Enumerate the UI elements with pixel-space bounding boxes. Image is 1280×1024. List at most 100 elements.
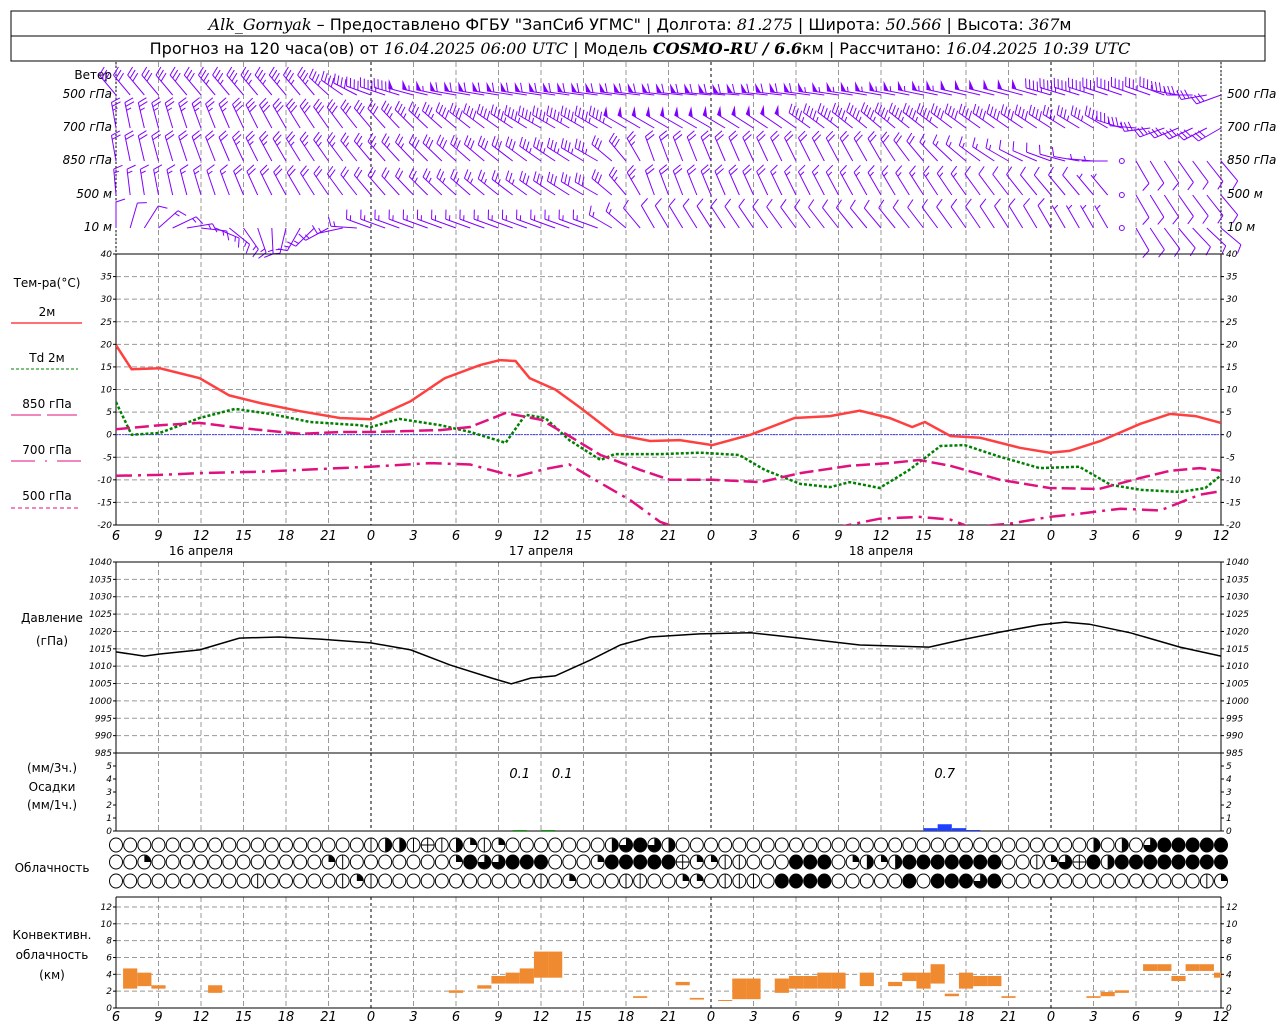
- cloud-symbol: [732, 837, 747, 853]
- barb-shaft: [631, 114, 655, 129]
- wind-barb: [702, 105, 726, 129]
- barb-shaft: [997, 87, 1023, 96]
- cloud-circle: [321, 873, 336, 889]
- barb-full: [795, 108, 799, 118]
- barb-full: [1142, 217, 1150, 225]
- cloud-symbol: [406, 854, 421, 870]
- barb-full: [444, 109, 450, 120]
- barb-full: [158, 205, 168, 209]
- barb-shaft: [1070, 114, 1094, 129]
- barb-flag: [869, 81, 875, 92]
- wind-barb: [286, 98, 301, 129]
- barb-shaft: [972, 112, 995, 129]
- cloud-symbol: [888, 837, 903, 853]
- barb-full: [383, 103, 390, 113]
- cloud-symbol: [916, 837, 931, 853]
- wind-barb: [811, 130, 825, 162]
- cloud-circle: [590, 837, 605, 853]
- barb-shaft: [874, 111, 896, 129]
- barb-full: [463, 103, 467, 113]
- hour-label: 0: [707, 529, 715, 544]
- barb-full: [813, 134, 822, 142]
- wind-barb: [1206, 194, 1224, 224]
- barb-shaft: [186, 223, 213, 229]
- barb-full: [356, 135, 363, 145]
- barb-half: [219, 79, 224, 85]
- cloud-symbol: [831, 837, 846, 853]
- barb-full: [275, 168, 283, 176]
- barb-full: [449, 82, 452, 92]
- wind-barb: [435, 102, 457, 129]
- barb-shaft: [491, 144, 513, 162]
- cloud-symbol: [1058, 873, 1073, 889]
- cloud-symbol: [1086, 837, 1101, 853]
- cloud-symbol: [845, 837, 860, 853]
- wind-barb: [770, 164, 783, 196]
- barb-full: [965, 108, 969, 118]
- cloud-symbol: [1086, 873, 1101, 889]
- barb-half: [235, 140, 241, 146]
- wind-barb: [972, 137, 995, 162]
- barb-full: [1176, 133, 1185, 141]
- cloud-circle: [1015, 873, 1030, 889]
- cloud-circle: [1001, 837, 1016, 853]
- barb-full: [1048, 166, 1054, 176]
- barb-half: [1053, 204, 1059, 210]
- cloud-symbol: [519, 837, 534, 853]
- barb-half: [861, 86, 863, 92]
- barb-half: [317, 141, 322, 147]
- wind-barb: [979, 198, 995, 229]
- barb-full: [590, 83, 594, 93]
- barb-full: [356, 169, 363, 179]
- wind-barb: [668, 198, 684, 229]
- cloud-symbol: [718, 873, 733, 889]
- barb-shaft: [464, 177, 485, 196]
- cloud-circle: [1185, 837, 1200, 853]
- cloud-symbol: [392, 873, 407, 889]
- barb-half: [939, 172, 944, 178]
- barb-shaft: [547, 180, 570, 196]
- barb-full: [839, 130, 847, 139]
- barb-shaft: [959, 145, 981, 162]
- cloud-symbol: [760, 873, 775, 889]
- barb-shaft: [232, 137, 244, 162]
- cloud-circle: [123, 854, 138, 870]
- barb-full: [218, 130, 227, 138]
- barb-shaft: [183, 74, 202, 96]
- wind-barb: [760, 104, 783, 129]
- barb-full: [219, 164, 228, 172]
- barb-full: [438, 104, 444, 115]
- wind-barb: [672, 130, 684, 162]
- y-tick-label-right: 5: [1226, 762, 1232, 772]
- barb-full: [688, 168, 697, 175]
- barb-full: [439, 137, 445, 147]
- wind-barb: [500, 81, 527, 96]
- barb-shaft: [193, 169, 202, 196]
- cloud-circle: [151, 873, 166, 889]
- y-tick-label-left: 4: [106, 775, 112, 785]
- cloud-symbol: [1072, 854, 1087, 870]
- wind-barb: [1090, 173, 1109, 196]
- cloud-circle: [1157, 837, 1172, 853]
- barb-full: [411, 104, 417, 114]
- barb-shaft: [623, 207, 641, 229]
- hour-label: 3: [409, 1010, 417, 1024]
- wind-barb: [333, 73, 358, 96]
- y-tick-label-right: 1010: [1226, 662, 1249, 672]
- barb-full: [758, 134, 766, 142]
- barb-full: [892, 199, 899, 208]
- cloud-circle: [944, 873, 959, 889]
- convective-bar: [774, 978, 789, 993]
- barb-half: [1093, 173, 1097, 179]
- barb-full: [958, 136, 963, 146]
- barb-shaft: [430, 89, 457, 96]
- wind-barb: [313, 131, 329, 162]
- barb-full: [245, 130, 254, 139]
- barb-full: [397, 136, 404, 146]
- barb-flag: [655, 83, 662, 93]
- cloud-symbol: [321, 873, 336, 889]
- cloud-circle: [944, 854, 959, 870]
- barb-full: [525, 175, 530, 185]
- hour-label: 0: [1047, 529, 1055, 544]
- barb-half: [929, 116, 933, 123]
